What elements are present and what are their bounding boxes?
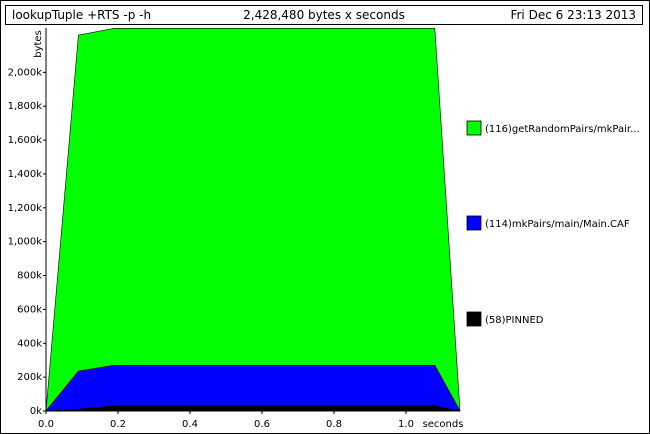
x-axis-label: seconds	[423, 419, 464, 430]
area-layers	[45, 28, 461, 412]
x-tick-label: 1.0	[398, 419, 414, 430]
legend-label: (114)mkPairs/main/Main.CAF	[485, 219, 630, 230]
area-116-getrandompairs-mkpair	[45, 28, 461, 412]
y-tick-label: 2,000k	[8, 67, 43, 78]
total-bytes-seconds: 2,428,480 bytes x seconds	[243, 8, 405, 22]
y-tick-label: 200k	[17, 372, 42, 383]
legend-swatch	[466, 215, 482, 231]
legend-label: (58)PINNED	[485, 315, 544, 326]
area-58-pinned	[45, 405, 461, 412]
y-tick-label: 400k	[17, 338, 42, 349]
chart-header: lookupTuple +RTS -p -h 2,428,480 bytes x…	[5, 5, 643, 25]
x-tick-label: 0.8	[326, 419, 342, 430]
y-tick-label: 1,000k	[8, 237, 43, 248]
y-tick-label: 1,600k	[8, 135, 43, 146]
y-tick-label: 1,400k	[8, 169, 43, 180]
run-date: Fri Dec 6 23:13 2013	[510, 8, 636, 22]
y-tick-label: 600k	[17, 304, 42, 315]
x-tick-label: 0.4	[182, 419, 198, 430]
y-tick-label: 800k	[17, 271, 42, 282]
legend-label: (116)getRandomPairs/mkPair...	[485, 124, 640, 135]
x-tick-label: 0.0	[38, 419, 54, 430]
legend-swatch	[466, 311, 482, 327]
legend: (116)getRandomPairs/mkPair... (114)mkPair…	[466, 120, 640, 327]
program-title: lookupTuple +RTS -p -h	[12, 8, 152, 22]
area-114-mkpairs-main-main-caf	[45, 365, 461, 412]
x-tick-label: 0.2	[110, 419, 126, 430]
axes: 0k 200k 400k 600k 800k 1,000k 1,200k 1,400k 1,60…	[8, 28, 464, 430]
x-tick-label: 0.6	[254, 419, 270, 430]
legend-swatch	[466, 120, 482, 136]
y-tick-label: 1,200k	[8, 203, 43, 214]
y-tick-label: 0k	[30, 406, 42, 417]
y-tick-label: 1,800k	[8, 101, 43, 112]
y-axis-label: bytes	[33, 30, 44, 58]
